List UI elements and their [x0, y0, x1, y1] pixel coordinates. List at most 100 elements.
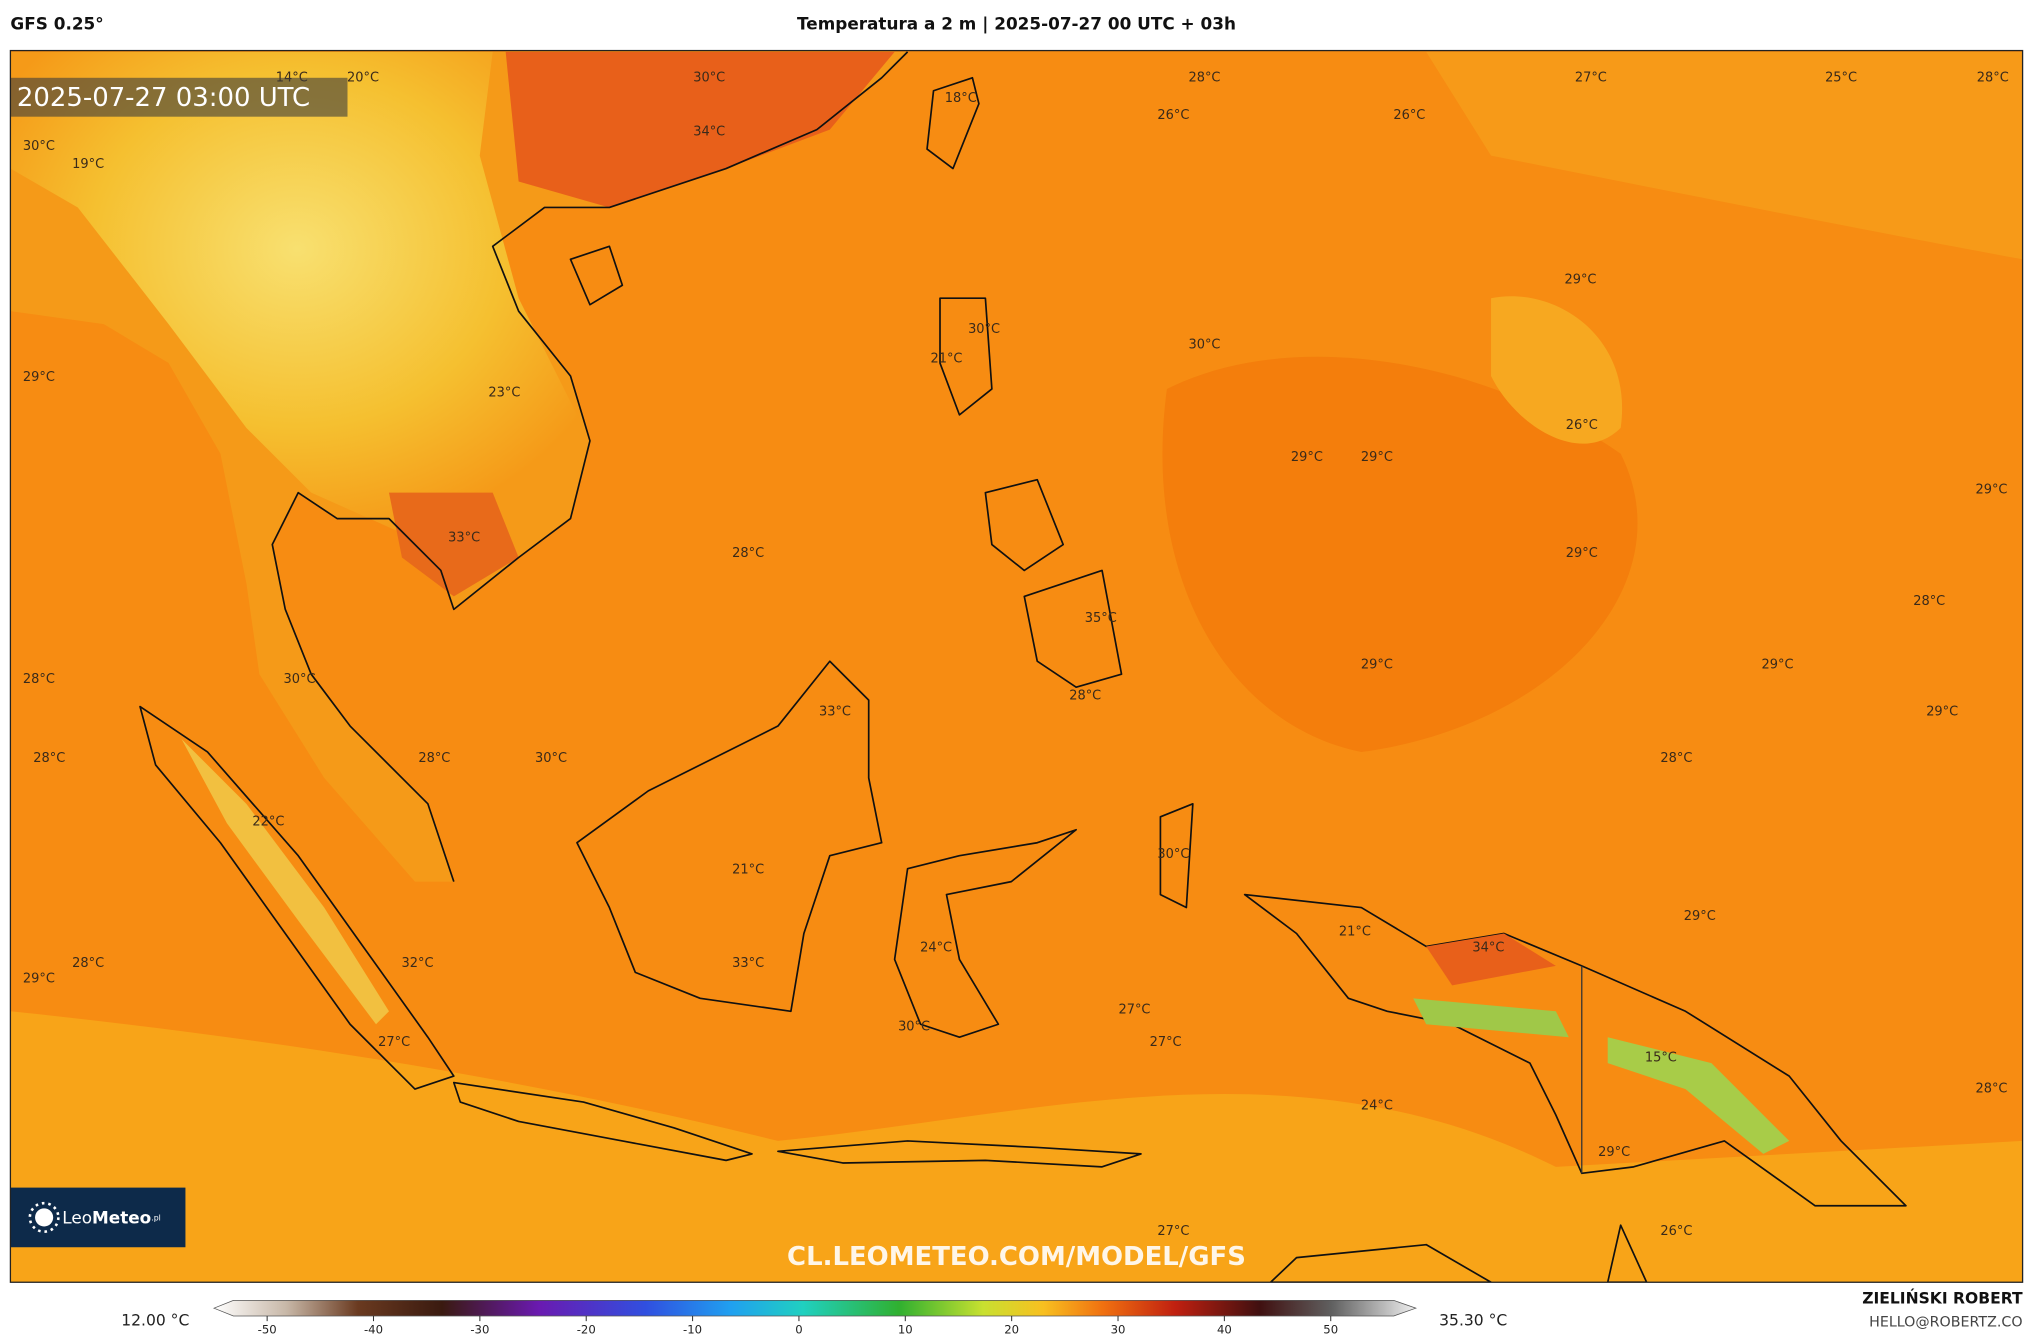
- temperature-label: 24°C: [1361, 1098, 1393, 1113]
- colorbar-tick-label: -30: [470, 1323, 489, 1337]
- colorbar-min: 12.00 °C: [121, 1312, 189, 1330]
- land-sumatra-highland: [181, 739, 389, 1025]
- temperature-label: 29°C: [1762, 658, 1794, 673]
- land-lowland: [1426, 933, 1556, 986]
- map-title: Temperatura a 2 m | 2025-07-27 00 UTC + …: [797, 14, 1236, 34]
- temperature-label: 25°C: [1825, 70, 1857, 85]
- colorbar-tick-label: 0: [795, 1323, 802, 1337]
- temperature-label: 22°C: [252, 814, 284, 829]
- author: ZIELIŃSKI ROBERT: [1862, 1289, 2023, 1308]
- map: 14°C 20°C 30°C18°C28°C26°C 26°C27°C 25°C 28°C…: [10, 50, 2023, 1283]
- logo-part: Leo: [62, 1208, 92, 1228]
- temperature-label: 29°C: [1564, 273, 1596, 288]
- land-highland: [1413, 998, 1569, 1038]
- temperature-label: 18°C: [945, 91, 977, 106]
- temperature-label: 34°C: [1472, 940, 1504, 955]
- temperature-label: 28°C: [1977, 70, 2009, 85]
- temperature-label: 27°C: [1157, 1224, 1189, 1239]
- temperature-label: 28°C: [418, 751, 450, 766]
- temperature-label: 32°C: [402, 956, 434, 971]
- temperature-label: 29°C: [1291, 450, 1323, 465]
- land-borneo: [576, 660, 883, 1013]
- logo-sun: [35, 1208, 54, 1227]
- colorbar-tick-label: -20: [577, 1323, 596, 1337]
- land-new-guinea: [1243, 893, 1907, 1207]
- temperature-label: 29°C: [1361, 450, 1393, 465]
- land-china: [505, 51, 895, 208]
- colorbar-ticks: -50 -40 -30 -20 -10 0 10 20 30 40 50: [258, 1315, 1338, 1337]
- temperature-label: 33°C: [732, 956, 764, 971]
- temperature-labels: 14°C 20°C 30°C18°C28°C26°C 26°C27°C 25°C 28°C…: [23, 70, 2009, 1239]
- ocean-north: [1426, 51, 2023, 260]
- land-visayas: [984, 478, 1065, 572]
- temperature-label: 26°C: [1157, 108, 1189, 123]
- temperature-label: 21°C: [732, 862, 764, 877]
- land-australia: [1606, 1224, 1648, 1283]
- logo-rays: [28, 1201, 60, 1233]
- temperature-label: 28°C: [1660, 751, 1692, 766]
- colorbar: [212, 1300, 1417, 1317]
- colorbar-tick-label: 20: [1004, 1323, 1019, 1337]
- map-frame: [9, 49, 2024, 1283]
- temperature-label: 29°C: [23, 971, 55, 986]
- temperature-label: 27°C: [378, 1035, 410, 1050]
- timestamp-box: [10, 77, 348, 117]
- land-indochina: [10, 51, 584, 545]
- ocean-cool: [1491, 296, 1623, 444]
- email: HELLO@ROBERTZ.CO: [1869, 1314, 2022, 1330]
- temperature-label: 29°C: [1975, 483, 2007, 498]
- temperature-label: 23°C: [488, 385, 520, 400]
- temperature-label: 28°C: [1069, 689, 1101, 704]
- land-sumatra: [139, 705, 455, 1090]
- logo-text: LeoMeteo.pl: [62, 1208, 161, 1228]
- colorbar-tick-label: -50: [258, 1323, 277, 1337]
- temperature-label: 19°C: [72, 157, 104, 172]
- temperature-label: 20°C: [347, 70, 379, 85]
- temperature-label: 29°C: [1684, 909, 1716, 924]
- temperature-label: 30°C: [898, 1019, 930, 1034]
- temperature-label: 28°C: [33, 751, 65, 766]
- colorbar-tick-label: -10: [683, 1323, 702, 1337]
- temperature-label: 29°C: [1566, 546, 1598, 561]
- land-halmahera: [1159, 802, 1194, 909]
- temperature-label: 26°C: [1566, 418, 1598, 433]
- temperature-label: 29°C: [1598, 1145, 1630, 1160]
- temperature-label: 33°C: [448, 531, 480, 546]
- temperature-label: 28°C: [72, 956, 104, 971]
- temperature-label: 21°C: [1339, 925, 1371, 940]
- land-java: [452, 1081, 753, 1162]
- ocean-warm: [1162, 356, 1638, 752]
- model-name: GFS 0.25°: [10, 14, 103, 34]
- temperature-label: 30°C: [1157, 847, 1189, 862]
- temperature-label: 27°C: [1575, 70, 1607, 85]
- temperature-label: 28°C: [1913, 594, 1945, 609]
- temperature-label: 30°C: [23, 139, 55, 154]
- temperature-label: 26°C: [1393, 108, 1425, 123]
- temperature-label: 26°C: [1660, 1224, 1692, 1239]
- temperature-label: 35°C: [1085, 611, 1117, 626]
- land-taiwan: [926, 76, 980, 170]
- temperature-label: 34°C: [693, 125, 725, 140]
- colorbar-max: 35.30 °C: [1439, 1312, 1507, 1330]
- temperature-label: 33°C: [819, 704, 851, 719]
- coastline: [569, 245, 624, 306]
- colorbar-tick-label: 50: [1323, 1323, 1338, 1337]
- temperature-label: 24°C: [920, 940, 952, 955]
- colorbar-tick-label: -40: [364, 1323, 383, 1337]
- watermark: CL.LEOMETEO.COM/MODEL/GFS: [787, 1242, 1246, 1272]
- temperature-label: 28°C: [1188, 70, 1220, 85]
- logo-part: Meteo: [92, 1208, 151, 1228]
- temperature-label: 30°C: [1188, 337, 1220, 352]
- temperature-label: 30°C: [535, 751, 567, 766]
- temperature-label: 21°C: [930, 352, 962, 367]
- temperature-label: 27°C: [1118, 1002, 1150, 1017]
- colorbar-tick-label: 30: [1111, 1323, 1126, 1337]
- land-mindanao: [1023, 569, 1123, 688]
- temperature-label: 29°C: [23, 370, 55, 385]
- temperature-label: 30°C: [284, 672, 316, 687]
- colorbar-tick-label: 40: [1217, 1323, 1232, 1337]
- coastline: [271, 51, 909, 882]
- logo-part: .pl: [151, 1214, 161, 1223]
- temperature-label: 30°C: [693, 70, 725, 85]
